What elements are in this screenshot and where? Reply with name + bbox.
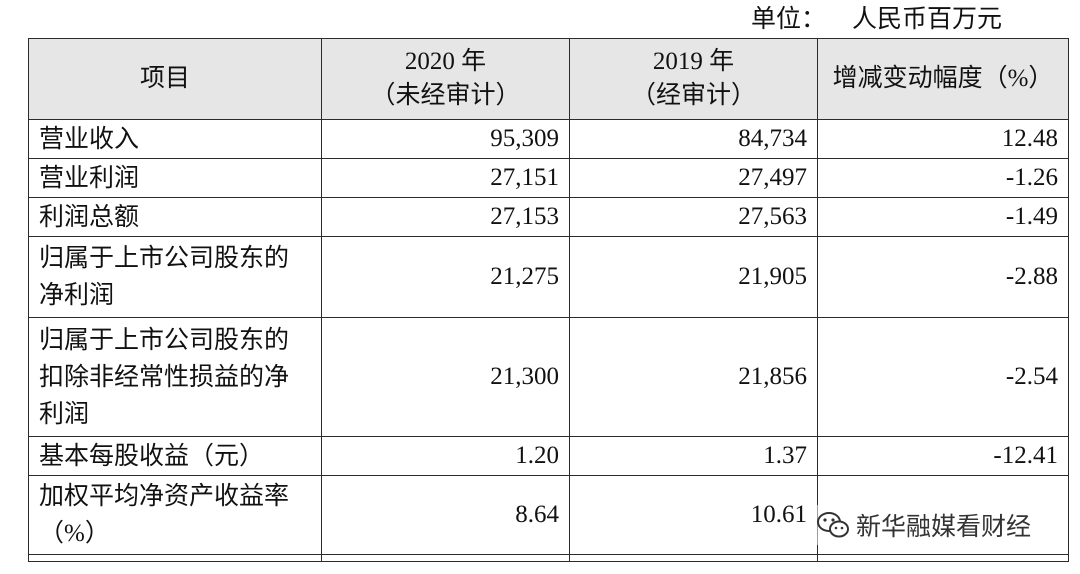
value-2020: 95,309: [321, 119, 570, 159]
value-2019: 10.61: [569, 475, 818, 555]
value-2020: 21,300: [321, 317, 570, 437]
table-header-row: 项目 2020 年 （未经审计） 2019 年 （经审计） 增减变动幅度（%）: [28, 38, 1069, 120]
value-2020: 27,151: [321, 158, 570, 198]
watermark: 新华融媒看财经: [812, 505, 1036, 545]
row-label: 利润总额: [28, 197, 322, 237]
table-row: 营业利润 27,151 27,497 -1.26: [28, 158, 1069, 198]
unit-value: 人民币百万元: [851, 6, 1002, 33]
value-2020: 27,153: [321, 197, 570, 237]
row-label-line: 扣除非经常性损益的净: [39, 363, 290, 391]
table-row: 归属于上市公司股东的 净利润 21,275 21,905 -2.88: [28, 236, 1069, 318]
value-change: -2.54: [817, 317, 1069, 437]
value-2020: 21,275: [321, 236, 570, 318]
financial-summary-table: 项目 2020 年 （未经审计） 2019 年 （经审计） 增减变动幅度（%） …: [28, 38, 1069, 562]
row-label: 加权平均净资产收益率 （%）: [28, 475, 322, 555]
header-2019-note: （经审计）: [630, 82, 756, 109]
row-label: 基本每股收益（元）: [28, 436, 322, 476]
row-label: 归属于上市公司股东的 扣除非经常性损益的净 利润: [28, 317, 322, 437]
header-2020-year: 2020 年: [404, 48, 487, 75]
wechat-icon: [816, 511, 850, 539]
table-row: 营业收入 95,309 84,734 12.48: [28, 119, 1069, 159]
table-row-partial: [28, 554, 1069, 562]
row-cell-cut: [569, 554, 818, 562]
row-label: 营业收入: [28, 119, 322, 159]
unit-label: 单位：: [750, 6, 826, 33]
header-2019: 2019 年 （经审计）: [569, 38, 818, 120]
table-row: 利润总额 27,153 27,563 -1.49: [28, 197, 1069, 237]
header-2020-note: （未经审计）: [370, 82, 521, 109]
row-label: 营业利润: [28, 158, 322, 198]
table-row: 归属于上市公司股东的 扣除非经常性损益的净 利润 21,300 21,856 -…: [28, 317, 1069, 437]
value-2019: 84,734: [569, 119, 818, 159]
row-label-line: 归属于上市公司股东的: [39, 245, 290, 272]
header-change: 增减变动幅度（%）: [817, 38, 1069, 120]
row-label-line: 加权平均净资产收益率: [39, 483, 290, 510]
watermark-text: 新华融媒看财经: [856, 512, 1032, 541]
row-cell-cut: [28, 554, 322, 562]
value-2019: 27,563: [569, 197, 818, 237]
table-row: 基本每股收益（元） 1.20 1.37 -12.41: [28, 436, 1069, 476]
row-label-line: 净利润: [39, 282, 115, 309]
row-label-line: 利润: [39, 400, 90, 428]
row-label: 归属于上市公司股东的 净利润: [28, 236, 322, 318]
value-change: 12.48: [817, 119, 1069, 159]
header-2020: 2020 年 （未经审计）: [321, 38, 570, 120]
row-label-line: 归属于上市公司股东的: [39, 326, 290, 354]
header-item: 项目: [28, 38, 322, 120]
row-cell-cut: [817, 554, 1069, 562]
value-2019: 27,497: [569, 158, 818, 198]
value-2020: 1.20: [321, 436, 570, 476]
value-change: -1.26: [817, 158, 1069, 198]
value-2019: 21,856: [569, 317, 818, 437]
row-label-line: （%）: [39, 520, 110, 547]
value-change: -12.41: [817, 436, 1069, 476]
unit-line: 单位： 人民币百万元: [751, 2, 1002, 38]
row-cell-cut: [321, 554, 570, 562]
header-2019-year: 2019 年: [652, 48, 735, 75]
value-change: -2.88: [817, 236, 1069, 318]
value-change: -1.49: [817, 197, 1069, 237]
value-2020: 8.64: [321, 475, 570, 555]
value-2019: 21,905: [569, 236, 818, 318]
value-2019: 1.37: [569, 436, 818, 476]
